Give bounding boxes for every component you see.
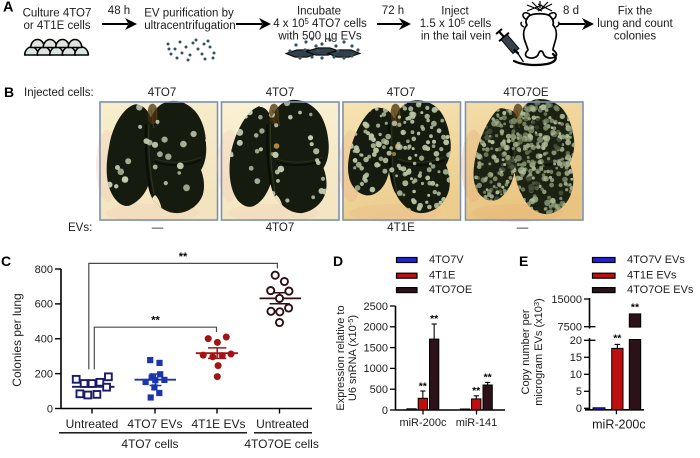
- svg-text:4TO7OE: 4TO7OE: [503, 87, 548, 99]
- svg-text:20: 20: [570, 335, 582, 347]
- svg-text:4T1E: 4T1E: [387, 222, 415, 234]
- svg-text:4TO7 cells: 4TO7 cells: [121, 437, 178, 451]
- svg-text:4TO7: 4TO7: [266, 87, 295, 99]
- svg-text:200: 200: [35, 368, 53, 380]
- svg-text:4TO7 EVs: 4TO7 EVs: [127, 417, 182, 431]
- svg-text:Fix the: Fix the: [618, 6, 653, 18]
- svg-text:EVs:: EVs:: [68, 222, 92, 234]
- svg-text:2500: 2500: [364, 301, 388, 313]
- svg-text:Copy number per: Copy number per: [520, 309, 532, 394]
- svg-text:Inject: Inject: [441, 6, 469, 18]
- svg-text:with 500 µg EVs: with 500 µg EVs: [277, 31, 362, 43]
- svg-text:0: 0: [382, 405, 388, 417]
- svg-text:4T1E EVs: 4T1E EVs: [191, 417, 245, 431]
- svg-text:1000: 1000: [364, 363, 388, 375]
- svg-text:E: E: [519, 253, 528, 269]
- svg-text:48 h: 48 h: [108, 5, 130, 17]
- svg-text:C: C: [1, 253, 11, 269]
- svg-text:Injected cells:: Injected cells:: [24, 87, 94, 99]
- svg-text:**: **: [484, 372, 493, 384]
- svg-text:**: **: [419, 381, 428, 393]
- svg-text:in the tail vein: in the tail vein: [421, 31, 491, 43]
- svg-text:—: —: [517, 222, 529, 234]
- svg-text:miR-200c: miR-200c: [399, 417, 447, 429]
- svg-text:colonies: colonies: [614, 31, 656, 43]
- svg-text:miR-141: miR-141: [456, 417, 498, 429]
- svg-text:U6 snRNA (x10-5): U6 snRNA (x10-5): [346, 315, 359, 401]
- svg-text:Culture 4TO7: Culture 4TO7: [23, 8, 92, 20]
- svg-text:600: 600: [35, 299, 53, 311]
- svg-text:B: B: [4, 84, 14, 100]
- svg-text:4 x 105 4TO7 cells: 4 x 105 4TO7 cells: [273, 17, 367, 30]
- svg-text:Untreated: Untreated: [256, 417, 309, 431]
- svg-text:or 4T1E cells: or 4T1E cells: [23, 20, 90, 32]
- svg-text:4TO7V EVs: 4TO7V EVs: [627, 254, 685, 266]
- svg-text:microgram EVs (x103): microgram EVs (x103): [532, 298, 545, 405]
- svg-text:2000: 2000: [364, 322, 388, 334]
- svg-text:10: 10: [570, 369, 582, 381]
- svg-text:15000: 15000: [551, 294, 582, 306]
- svg-text:—: —: [152, 222, 164, 234]
- svg-text:400: 400: [35, 334, 53, 346]
- svg-text:ultracentrifugation: ultracentrifugation: [144, 20, 235, 32]
- svg-text:8 d: 8 d: [563, 5, 579, 17]
- svg-text:4TO7: 4TO7: [266, 222, 295, 234]
- svg-text:4TO7: 4TO7: [148, 87, 177, 99]
- svg-text:Expression relative to: Expression relative to: [335, 305, 347, 410]
- svg-text:1.5 x 105 cells: 1.5 x 105 cells: [420, 17, 492, 30]
- svg-text:A: A: [3, 0, 14, 16]
- svg-text:4TO7OE cells: 4TO7OE cells: [244, 437, 318, 451]
- svg-text:15: 15: [570, 352, 582, 364]
- svg-text:4TO7V: 4TO7V: [429, 254, 464, 266]
- svg-text:4T1E EVs: 4T1E EVs: [627, 270, 677, 282]
- svg-text:7500: 7500: [558, 322, 582, 334]
- svg-text:**: **: [613, 333, 622, 345]
- svg-text:**: **: [151, 315, 160, 327]
- svg-text:EV purification by: EV purification by: [144, 8, 234, 20]
- svg-text:4T1E: 4T1E: [429, 270, 455, 282]
- svg-text:**: **: [631, 302, 640, 314]
- svg-text:500: 500: [370, 384, 388, 396]
- svg-text:72 h: 72 h: [382, 5, 404, 17]
- svg-text:5: 5: [576, 386, 582, 398]
- svg-text:1500: 1500: [364, 342, 388, 354]
- svg-text:Untreated: Untreated: [66, 417, 119, 431]
- svg-text:0: 0: [576, 403, 582, 415]
- svg-text:4TO7: 4TO7: [387, 87, 416, 99]
- svg-text:**: **: [472, 385, 481, 397]
- svg-text:Incubate: Incubate: [297, 6, 341, 18]
- svg-text:0: 0: [47, 403, 53, 415]
- svg-text:4TO7OE EVs: 4TO7OE EVs: [627, 284, 694, 296]
- svg-text:800: 800: [35, 264, 53, 276]
- svg-text:Colonies per lung: Colonies per lung: [10, 293, 24, 386]
- svg-text:D: D: [333, 253, 343, 269]
- svg-text:4TO7OE: 4TO7OE: [429, 284, 472, 296]
- svg-text:miR-200c: miR-200c: [592, 418, 646, 432]
- svg-text:**: **: [430, 313, 439, 325]
- svg-text:lung and count: lung and count: [597, 18, 673, 30]
- svg-text:**: **: [179, 251, 188, 263]
